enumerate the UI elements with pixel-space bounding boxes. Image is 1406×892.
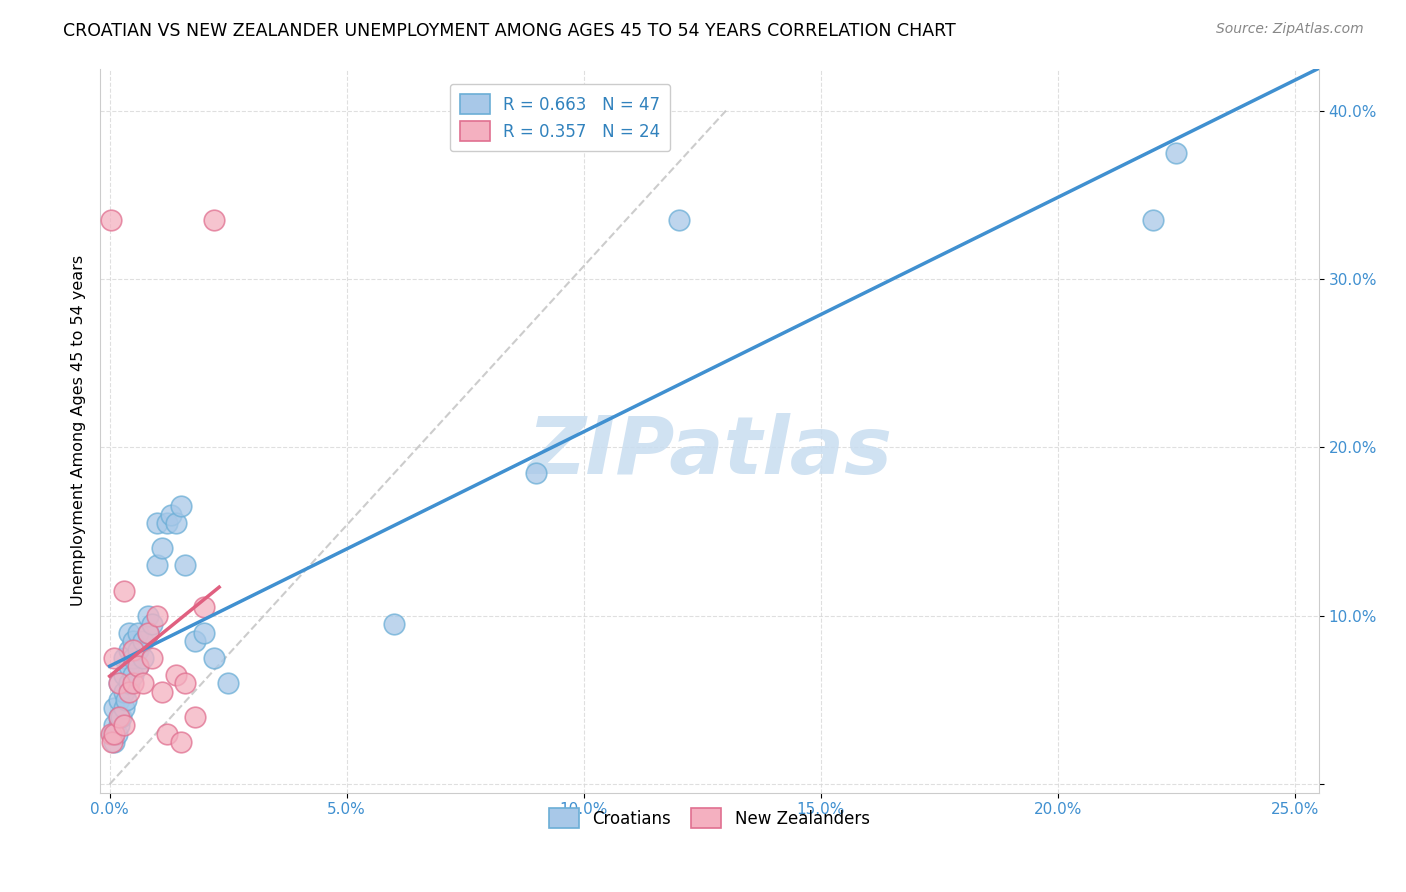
Point	[108, 718, 131, 732]
Point	[127, 659, 149, 673]
Point	[112, 684, 135, 698]
Point	[127, 642, 149, 657]
Point	[155, 727, 177, 741]
Point	[100, 727, 122, 741]
Text: ZIPatlas: ZIPatlas	[527, 413, 891, 491]
Point	[136, 608, 159, 623]
Point	[122, 642, 145, 657]
Point	[202, 651, 225, 665]
Point	[146, 608, 169, 623]
Point	[174, 676, 197, 690]
Legend: Croatians, New Zealanders: Croatians, New Zealanders	[543, 801, 876, 835]
Point	[1166, 145, 1188, 160]
Point	[122, 667, 145, 681]
Point	[132, 634, 155, 648]
Point	[112, 667, 135, 681]
Point	[141, 617, 163, 632]
Point	[105, 727, 128, 741]
Point	[165, 667, 187, 681]
Point	[146, 516, 169, 531]
Point	[160, 508, 183, 522]
Point	[117, 659, 139, 673]
Point	[112, 583, 135, 598]
Point	[108, 676, 131, 690]
Point	[122, 634, 145, 648]
Point	[103, 735, 125, 749]
Point	[165, 516, 187, 531]
Point	[100, 213, 122, 227]
Point	[184, 634, 207, 648]
Point	[136, 625, 159, 640]
Point	[170, 735, 193, 749]
Point	[170, 500, 193, 514]
Point	[524, 466, 547, 480]
Point	[217, 676, 239, 690]
Point	[174, 558, 197, 573]
Point	[112, 718, 135, 732]
Point	[132, 651, 155, 665]
Point	[155, 516, 177, 531]
Point	[103, 727, 125, 741]
Point	[122, 651, 145, 665]
Point	[103, 718, 125, 732]
Point	[108, 676, 131, 690]
Point	[112, 651, 135, 665]
Point	[117, 676, 139, 690]
Point	[108, 710, 131, 724]
Point	[127, 659, 149, 673]
Point	[1142, 213, 1164, 227]
Point	[668, 213, 690, 227]
Point	[382, 617, 405, 632]
Text: CROATIAN VS NEW ZEALANDER UNEMPLOYMENT AMONG AGES 45 TO 54 YEARS CORRELATION CHA: CROATIAN VS NEW ZEALANDER UNEMPLOYMENT A…	[63, 22, 956, 40]
Point	[108, 693, 131, 707]
Point	[103, 701, 125, 715]
Point	[117, 684, 139, 698]
Point	[193, 600, 215, 615]
Point	[132, 676, 155, 690]
Point	[150, 541, 173, 556]
Y-axis label: Unemployment Among Ages 45 to 54 years: Unemployment Among Ages 45 to 54 years	[72, 255, 86, 607]
Point	[101, 727, 124, 741]
Point	[150, 684, 173, 698]
Point	[112, 701, 135, 715]
Point	[122, 676, 145, 690]
Point	[117, 642, 139, 657]
Point	[136, 625, 159, 640]
Point	[127, 625, 149, 640]
Point	[108, 710, 131, 724]
Point	[141, 651, 163, 665]
Point	[193, 625, 215, 640]
Point	[117, 625, 139, 640]
Point	[184, 710, 207, 724]
Point	[103, 651, 125, 665]
Point	[115, 693, 138, 707]
Point	[110, 710, 132, 724]
Point	[202, 213, 225, 227]
Point	[146, 558, 169, 573]
Text: Source: ZipAtlas.com: Source: ZipAtlas.com	[1216, 22, 1364, 37]
Point	[101, 735, 124, 749]
